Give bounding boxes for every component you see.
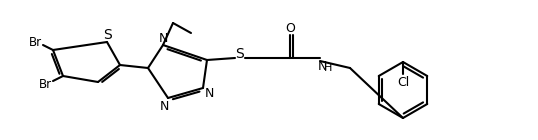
Text: Br: Br xyxy=(29,36,41,48)
Text: N: N xyxy=(204,87,214,100)
Text: N: N xyxy=(158,32,168,45)
Text: Cl: Cl xyxy=(397,75,409,88)
Text: N: N xyxy=(159,100,169,113)
Text: Br: Br xyxy=(38,78,52,90)
Text: N: N xyxy=(317,60,327,73)
Text: S: S xyxy=(236,47,244,61)
Text: H: H xyxy=(324,63,332,73)
Text: S: S xyxy=(104,28,112,42)
Text: O: O xyxy=(285,22,295,34)
